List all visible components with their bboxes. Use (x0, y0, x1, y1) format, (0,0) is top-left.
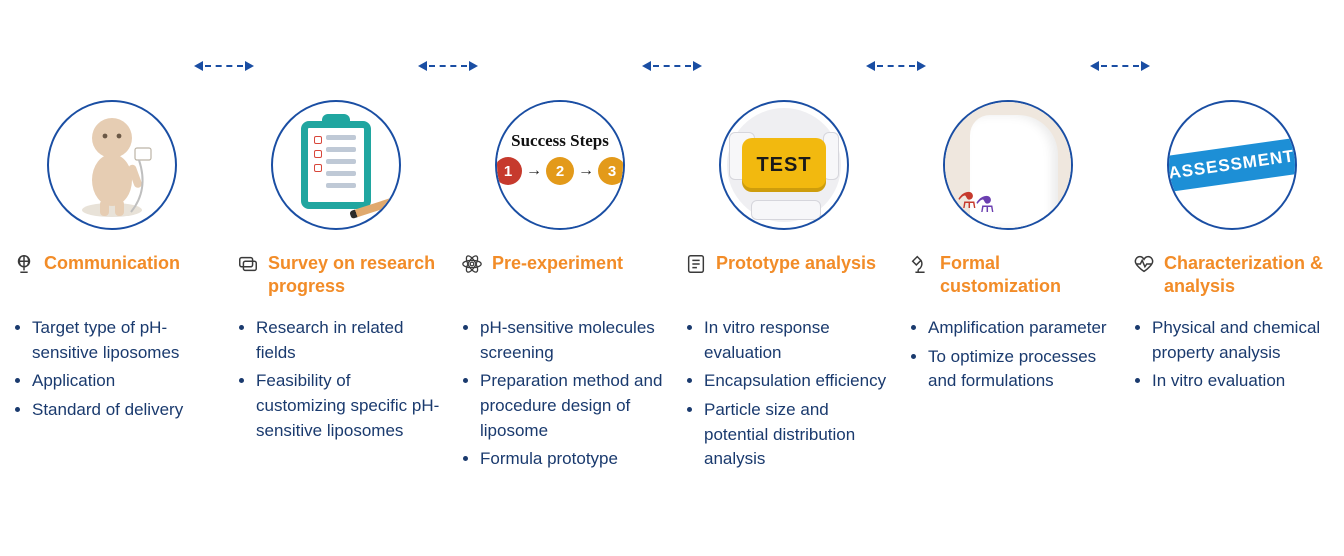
step-bullets: In vitro response evaluation Encapsulati… (680, 316, 888, 476)
atom-icon (460, 252, 484, 276)
step-formal-customization: ⚗ ⚗ Formal customization Amplification p… (896, 100, 1120, 398)
step-circle (47, 100, 177, 230)
step-title: Characterization & analysis (1164, 252, 1332, 297)
bullet-item: Target type of pH-sensitive liposomes (32, 316, 216, 365)
connector-arrow (642, 62, 702, 70)
bullet-item: Amplification parameter (928, 316, 1112, 341)
step-bullets: Target type of pH-sensitive liposomes Ap… (8, 316, 216, 427)
step-title: Pre-experiment (492, 252, 623, 275)
bullet-item: Research in related fields (256, 316, 440, 365)
connector-arrow (418, 62, 478, 70)
bullet-item: Physical and chemical property analysis (1152, 316, 1336, 365)
step-circle (271, 100, 401, 230)
labcoat-illustration: ⚗ ⚗ (945, 102, 1071, 228)
clipboard-illustration (273, 102, 399, 228)
step-title: Communication (44, 252, 180, 275)
step-pre-experiment: Success Steps 1 → 2 → 3 Pre-exper (448, 100, 672, 476)
step-title: Formal customization (940, 252, 1108, 297)
step-circle: ⚗ ⚗ (943, 100, 1073, 230)
step-bullets: Amplification parameter To optimize proc… (904, 316, 1112, 398)
step-bullets: pH-sensitive molecules screening Prepara… (456, 316, 664, 476)
bullet-item: Feasibility of customizing specific pH-s… (256, 369, 440, 443)
step-title: Survey on research progress (268, 252, 436, 297)
bullet-item: Encapsulation efficiency (704, 369, 888, 394)
person-illustration (49, 102, 175, 228)
heart-pulse-icon (1132, 252, 1156, 276)
step-survey: Survey on research progress Research in … (224, 100, 448, 447)
bullet-item: Application (32, 369, 216, 394)
connector-arrow (866, 62, 926, 70)
step-circle: TEST (719, 100, 849, 230)
success-steps-label: Success Steps (511, 131, 609, 151)
bullet-item: Preparation method and procedure design … (480, 369, 664, 443)
step-bullets: Physical and chemical property analysis … (1128, 316, 1336, 398)
bullet-item: In vitro evaluation (1152, 369, 1336, 394)
step-prototype-analysis: TEST Prototype analysis In vitro respons… (672, 100, 896, 476)
step-title: Prototype analysis (716, 252, 876, 275)
step-circle: Success Steps 1 → 2 → 3 (495, 100, 625, 230)
test-key-label: TEST (742, 138, 826, 192)
success-steps-illustration: Success Steps 1 → 2 → 3 (497, 102, 623, 228)
bullet-item: pH-sensitive molecules screening (480, 316, 664, 365)
step-bullets: Research in related fields Feasibility o… (232, 316, 440, 447)
globe-stand-icon (12, 252, 36, 276)
flask-icon: ⚗ (957, 188, 977, 214)
bullet-item: Particle size and potential distribution… (704, 398, 888, 472)
test-key-illustration: TEST (721, 102, 847, 228)
document-lines-icon (684, 252, 708, 276)
step-ball-3: 3 (598, 157, 625, 185)
bullet-item: Formula prototype (480, 447, 664, 472)
connector-arrow (1090, 62, 1150, 70)
step-communication: Communication Target type of pH-sensitiv… (0, 100, 224, 427)
connector-arrow (194, 62, 254, 70)
assessment-band-label: ASSESSMENT (1167, 136, 1297, 193)
bullet-item: To optimize processes and formulations (928, 345, 1112, 394)
microscope-icon (908, 252, 932, 276)
flask-icon: ⚗ (975, 192, 995, 218)
bullet-item: Standard of delivery (32, 398, 216, 423)
assessment-illustration: ASSESSMENT (1169, 102, 1295, 228)
card-stack-icon (236, 252, 260, 276)
process-flow: Communication Target type of pH-sensitiv… (0, 0, 1344, 476)
step-ball-2: 2 (546, 157, 574, 185)
bullet-item: In vitro response evaluation (704, 316, 888, 365)
step-characterization: ASSESSMENT Characterization & analysis P… (1120, 100, 1344, 398)
step-circle: ASSESSMENT (1167, 100, 1297, 230)
step-ball-1: 1 (495, 157, 522, 185)
